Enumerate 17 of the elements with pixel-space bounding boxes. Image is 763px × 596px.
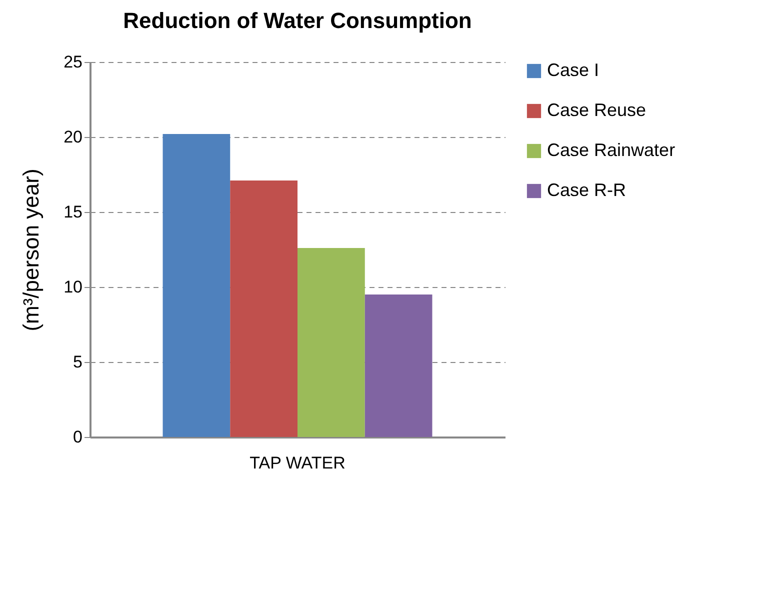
y-tick-label: 10 <box>64 278 82 296</box>
y-tick-label: 20 <box>64 128 82 146</box>
bar <box>230 180 298 437</box>
chart-title: Reduction of Water Consumption <box>123 8 472 33</box>
bar <box>298 248 365 437</box>
x-tick-label: TAP WATER <box>250 454 346 472</box>
legend-label: Case I <box>547 60 600 80</box>
bar <box>162 134 230 437</box>
y-axis-title: (m³/person year) <box>18 168 44 332</box>
y-tick-label: 0 <box>73 428 82 446</box>
legend-label: Case Reuse <box>547 100 646 120</box>
y-tick-label: 5 <box>73 352 82 372</box>
legend-label: Case R-R <box>547 180 626 200</box>
y-tick-label: 15 <box>64 202 82 222</box>
bar <box>364 294 432 437</box>
legend-label: Case Rainwater <box>547 140 676 160</box>
y-tick-label: 25 <box>64 52 82 72</box>
